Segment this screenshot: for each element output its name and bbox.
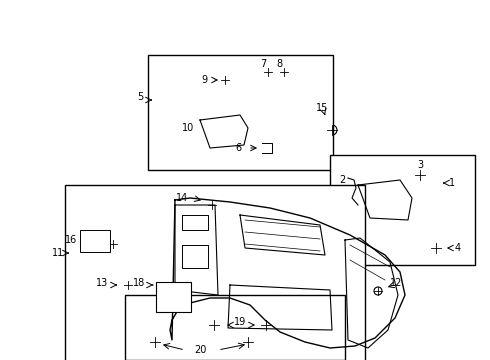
Text: 20: 20 <box>194 345 206 355</box>
Text: 17: 17 <box>86 237 98 246</box>
Text: 4: 4 <box>455 243 461 253</box>
Text: 19: 19 <box>234 317 246 327</box>
Bar <box>156 282 191 312</box>
Text: 18: 18 <box>133 278 145 288</box>
Text: 12: 12 <box>390 278 402 288</box>
Text: 16: 16 <box>65 235 77 245</box>
Bar <box>125 295 345 360</box>
Text: 8: 8 <box>276 59 282 69</box>
Bar <box>80 230 110 252</box>
Text: 2: 2 <box>339 175 345 185</box>
Text: 9: 9 <box>201 75 207 85</box>
Text: 7: 7 <box>260 59 266 69</box>
Text: 3: 3 <box>417 160 423 170</box>
Text: 15: 15 <box>316 103 328 113</box>
Text: 6: 6 <box>235 143 241 153</box>
Text: 1: 1 <box>449 178 455 188</box>
Text: 5: 5 <box>137 92 143 102</box>
Text: 10: 10 <box>182 123 194 133</box>
Bar <box>330 155 475 265</box>
Text: 11: 11 <box>52 248 64 258</box>
Bar <box>65 185 365 360</box>
Bar <box>148 55 333 170</box>
Text: 13: 13 <box>96 278 108 288</box>
Text: 14: 14 <box>176 193 188 203</box>
